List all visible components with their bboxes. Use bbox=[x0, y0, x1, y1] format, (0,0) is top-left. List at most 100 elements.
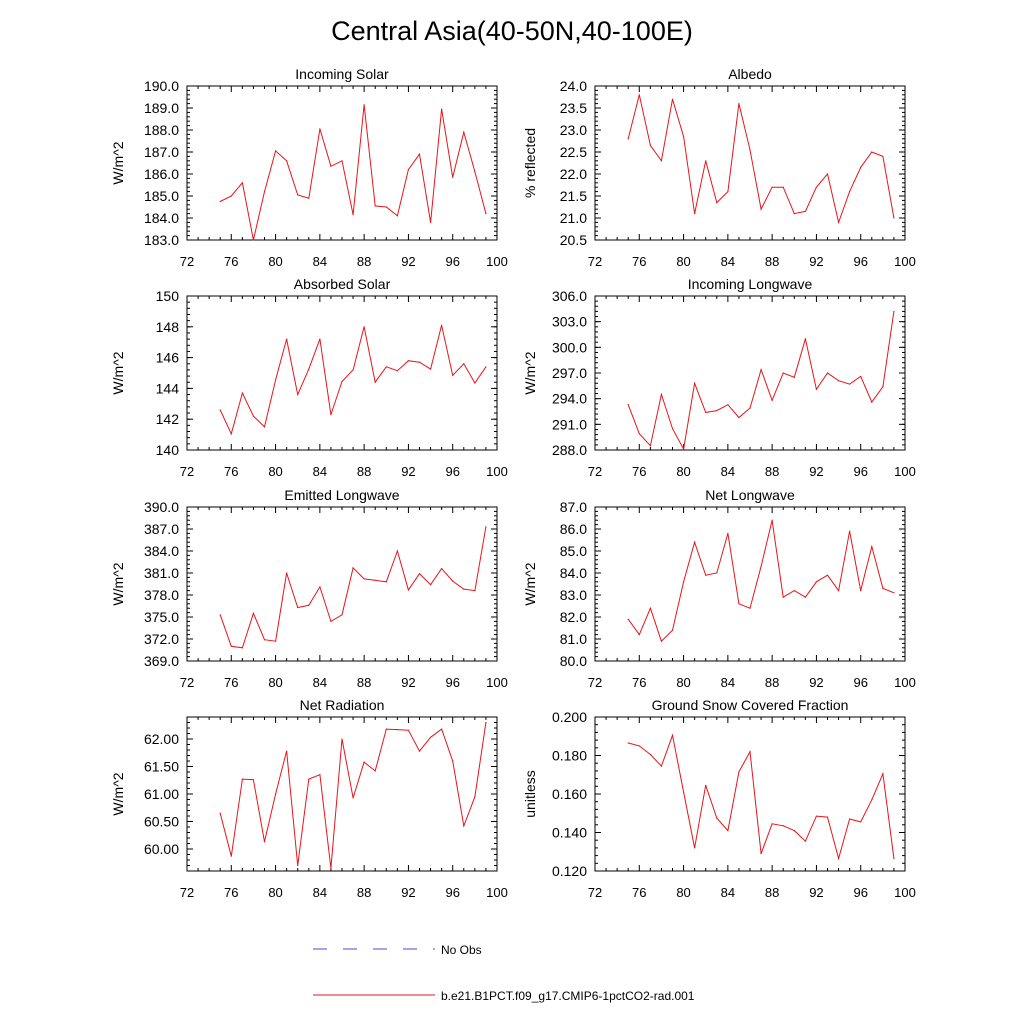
y-tick-label: 23.5 bbox=[560, 100, 587, 116]
data-point bbox=[815, 815, 818, 817]
chart-title: Net Radiation bbox=[300, 697, 385, 713]
x-tick-label: 96 bbox=[445, 254, 459, 269]
x-tick-label: 88 bbox=[765, 675, 779, 690]
data-point bbox=[330, 867, 332, 869]
y-tick-label: 148 bbox=[156, 319, 180, 335]
plot-frame bbox=[594, 506, 906, 662]
data-point bbox=[815, 186, 818, 188]
x-tick-label: 92 bbox=[401, 254, 415, 269]
data-point bbox=[627, 742, 629, 744]
x-tick-label: 100 bbox=[894, 885, 916, 900]
x-tick-label: 72 bbox=[180, 675, 194, 690]
data-point bbox=[241, 647, 243, 649]
x-tick-label: 92 bbox=[401, 885, 415, 900]
y-tick-label: 183.0 bbox=[144, 232, 179, 248]
data-point bbox=[374, 381, 376, 383]
y-axis-label: W/m^2 bbox=[110, 351, 126, 394]
x-tick-label: 80 bbox=[268, 464, 282, 479]
chart-title: Ground Snow Covered Fraction bbox=[652, 697, 849, 713]
data-point bbox=[429, 368, 432, 370]
data-point bbox=[363, 578, 365, 580]
y-tick-label: 189.0 bbox=[144, 100, 179, 116]
plot-frame bbox=[594, 295, 906, 451]
y-axis-label: W/m^2 bbox=[522, 562, 538, 605]
data-point bbox=[263, 639, 266, 641]
data-point bbox=[297, 606, 299, 609]
data-point bbox=[793, 213, 795, 215]
x-tick-label: 100 bbox=[486, 885, 508, 900]
data-point bbox=[463, 131, 465, 133]
data-point bbox=[352, 369, 354, 371]
y-tick-label: 184.0 bbox=[144, 210, 179, 226]
data-point bbox=[671, 428, 674, 430]
y-tick-label: 369.0 bbox=[144, 653, 179, 669]
data-point bbox=[385, 366, 387, 368]
y-tick-label: 21.5 bbox=[560, 188, 587, 204]
x-tick-label: 80 bbox=[268, 254, 282, 269]
y-tick-label: 140 bbox=[156, 442, 180, 458]
data-point bbox=[418, 361, 421, 363]
chart-panel-6: Net Radiation W/m^2 72 76 80 84 88 92 96 100 60.00… bbox=[110, 697, 508, 900]
data-point bbox=[638, 634, 640, 636]
data-point bbox=[330, 165, 332, 167]
x-tick-label: 100 bbox=[486, 675, 508, 690]
y-tick-label: 86.0 bbox=[560, 521, 587, 537]
data-point bbox=[474, 171, 476, 173]
series-line bbox=[219, 526, 487, 649]
series-line bbox=[219, 325, 487, 436]
data-point bbox=[660, 765, 663, 767]
y-tick-label: 84.0 bbox=[560, 565, 587, 581]
x-tick-label: 80 bbox=[676, 675, 690, 690]
data-point bbox=[230, 195, 232, 197]
x-tick-label: 92 bbox=[401, 675, 415, 690]
data-point bbox=[263, 841, 266, 843]
x-tick-label: 80 bbox=[268, 675, 282, 690]
data-point bbox=[893, 592, 895, 594]
data-point bbox=[893, 217, 895, 219]
x-tick-label: 72 bbox=[180, 254, 194, 269]
x-tick-label: 84 bbox=[313, 254, 327, 269]
x-tick-label: 92 bbox=[809, 464, 823, 479]
data-point bbox=[297, 194, 299, 196]
x-tick-label: 92 bbox=[401, 464, 415, 479]
y-tick-label: 22.5 bbox=[560, 144, 587, 160]
data-point bbox=[782, 372, 784, 374]
y-axis-label: W/m^2 bbox=[522, 351, 538, 394]
x-tick-label: 88 bbox=[765, 254, 779, 269]
data-point bbox=[286, 160, 288, 162]
y-tick-label: 381.0 bbox=[144, 565, 179, 581]
data-point bbox=[893, 857, 895, 860]
data-point bbox=[649, 607, 651, 609]
data-point bbox=[252, 612, 255, 614]
data-point bbox=[893, 310, 895, 312]
data-point bbox=[760, 208, 762, 210]
data-point bbox=[826, 816, 829, 818]
data-point bbox=[682, 136, 685, 138]
series-line bbox=[219, 104, 487, 241]
data-point bbox=[341, 738, 343, 740]
data-point bbox=[485, 213, 487, 215]
x-tick-label: 96 bbox=[853, 254, 867, 269]
x-tick-label: 76 bbox=[224, 675, 238, 690]
x-tick-label: 88 bbox=[765, 885, 779, 900]
x-tick-label: 76 bbox=[632, 464, 646, 479]
y-tick-label: 294.0 bbox=[552, 391, 587, 407]
data-point bbox=[319, 586, 321, 588]
x-tick-label: 84 bbox=[313, 675, 327, 690]
x-tick-label: 72 bbox=[588, 464, 602, 479]
data-point bbox=[474, 796, 476, 798]
data-point bbox=[286, 338, 288, 340]
data-point bbox=[760, 565, 762, 568]
y-tick-label: 23.0 bbox=[560, 122, 587, 138]
y-tick-label: 80.0 bbox=[560, 653, 587, 669]
data-point bbox=[738, 103, 740, 105]
y-tick-label: 187.0 bbox=[144, 144, 179, 160]
chart-title: Albedo bbox=[728, 66, 772, 82]
series-line bbox=[628, 733, 895, 861]
x-tick-label: 96 bbox=[853, 464, 867, 479]
y-tick-label: 62.00 bbox=[144, 731, 179, 747]
y-tick-label: 306.0 bbox=[552, 288, 587, 304]
x-tick-label: 80 bbox=[676, 464, 690, 479]
data-point bbox=[263, 191, 266, 193]
